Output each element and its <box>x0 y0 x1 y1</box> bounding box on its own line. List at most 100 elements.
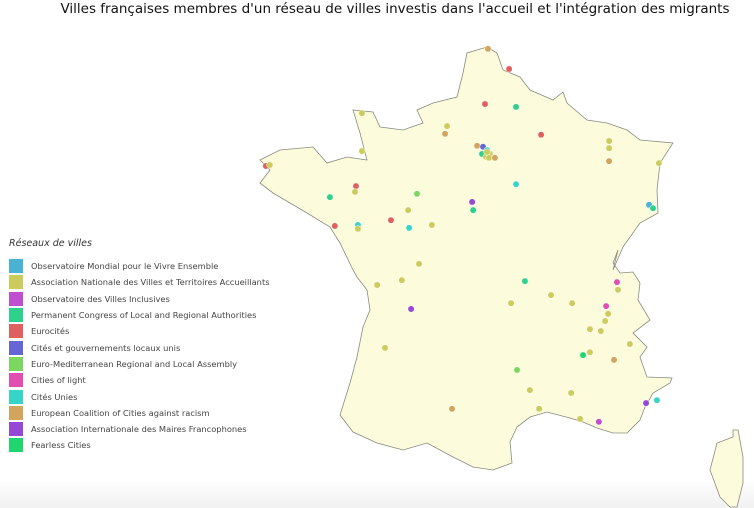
city-point[interactable] <box>604 310 612 318</box>
legend-item[interactable]: Permanent Congress of Local and Regional… <box>9 307 270 323</box>
legend-item[interactable]: Fearless Cities <box>9 437 270 453</box>
city-point[interactable] <box>398 276 406 284</box>
city-point[interactable] <box>481 100 489 108</box>
legend-label: Permanent Congress of Local and Regional… <box>31 310 257 321</box>
city-point[interactable] <box>605 144 613 152</box>
city-point[interactable] <box>331 222 339 230</box>
city-point[interactable] <box>484 45 492 53</box>
legend-item[interactable]: Association Nationale des Villes et Terr… <box>9 274 270 290</box>
legend-swatch <box>9 405 23 420</box>
legend-item[interactable]: Euro-Mediterranean Regional and Local As… <box>9 356 270 372</box>
city-point[interactable] <box>547 291 555 299</box>
city-point[interactable] <box>649 204 657 212</box>
city-point[interactable] <box>576 415 584 423</box>
city-point[interactable] <box>352 182 360 190</box>
city-point[interactable] <box>626 340 634 348</box>
city-point[interactable] <box>586 325 594 333</box>
city-point[interactable] <box>610 356 618 364</box>
legend-swatch <box>9 259 23 274</box>
bottom-fade <box>0 478 754 508</box>
city-point[interactable] <box>326 193 334 201</box>
city-point[interactable] <box>415 260 423 268</box>
city-point[interactable] <box>597 327 605 335</box>
legend-label: Euro-Mediterranean Regional and Local As… <box>31 358 238 369</box>
city-point[interactable] <box>567 389 575 397</box>
city-point[interactable] <box>505 65 513 73</box>
city-point[interactable] <box>468 198 476 206</box>
city-point[interactable] <box>512 180 520 188</box>
city-point[interactable] <box>428 221 436 229</box>
city-point[interactable] <box>443 122 451 130</box>
city-point[interactable] <box>351 188 359 196</box>
city-point[interactable] <box>653 396 661 404</box>
map-title: Villes françaises membres d'un réseau de… <box>60 1 730 17</box>
city-point[interactable] <box>605 137 613 145</box>
legend-swatch <box>9 373 23 388</box>
legend-label: Association Internationale des Maires Fr… <box>31 424 247 435</box>
legend-swatch <box>9 389 23 404</box>
city-point[interactable] <box>613 278 621 286</box>
legend-label: Eurocités <box>31 326 70 337</box>
city-point[interactable] <box>485 154 493 162</box>
legend-swatch <box>9 438 23 453</box>
city-point[interactable] <box>655 159 663 167</box>
legend-label: Observatoire des Villes Inclusives <box>31 293 170 304</box>
city-point[interactable] <box>405 224 413 232</box>
city-point[interactable] <box>358 109 366 117</box>
legend-item[interactable]: European Coalition of Cities against rac… <box>9 405 270 421</box>
legend-swatch <box>9 422 23 437</box>
city-point[interactable] <box>507 299 515 307</box>
legend-label: Cities of light <box>31 375 86 386</box>
city-point[interactable] <box>473 142 481 150</box>
legend-item[interactable]: Cités et gouvernements locaux unis <box>9 339 270 355</box>
city-points <box>262 45 663 426</box>
city-point[interactable] <box>605 157 613 165</box>
city-point[interactable] <box>373 281 381 289</box>
city-point[interactable] <box>381 344 389 352</box>
city-point[interactable] <box>266 161 274 169</box>
city-point[interactable] <box>354 225 362 233</box>
city-point[interactable] <box>513 366 521 374</box>
city-point[interactable] <box>483 148 491 156</box>
city-point[interactable] <box>407 305 415 313</box>
legend-item[interactable]: Cities of light <box>9 372 270 388</box>
city-point[interactable] <box>595 418 603 426</box>
legend-label: Cités et gouvernements locaux unis <box>31 342 181 353</box>
city-point[interactable] <box>512 103 520 111</box>
city-point[interactable] <box>579 351 587 359</box>
city-point[interactable] <box>601 317 609 325</box>
corsica <box>709 429 744 508</box>
city-point[interactable] <box>469 206 477 214</box>
legend-swatch <box>9 324 23 339</box>
city-point[interactable] <box>413 190 421 198</box>
legend-label: Cités Unies <box>31 391 78 402</box>
legend-item[interactable]: Observatoire des Villes Inclusives <box>9 291 270 307</box>
city-point[interactable] <box>441 130 449 138</box>
legend: Réseaux de villes Observatoire Mondial p… <box>9 238 270 454</box>
city-point[interactable] <box>535 405 543 413</box>
legend-label: Association Nationale des Villes et Terr… <box>31 277 270 288</box>
legend-swatch <box>9 340 23 355</box>
city-point[interactable] <box>642 399 650 407</box>
mainland-france <box>259 46 674 471</box>
legend-item[interactable]: Association Internationale des Maires Fr… <box>9 421 270 437</box>
city-point[interactable] <box>526 386 534 394</box>
city-point[interactable] <box>387 216 395 224</box>
city-point[interactable] <box>602 302 610 310</box>
city-point[interactable] <box>568 299 576 307</box>
legend-title: Réseaux de villes <box>9 238 92 249</box>
city-point[interactable] <box>537 131 545 139</box>
city-point[interactable] <box>614 286 622 294</box>
city-point[interactable] <box>586 348 594 356</box>
legend-swatch <box>9 308 23 323</box>
legend-item[interactable]: Observatoire Mondial pour le Vivre Ensem… <box>9 258 270 274</box>
city-point[interactable] <box>491 154 499 162</box>
city-point[interactable] <box>448 405 456 413</box>
city-point[interactable] <box>521 277 529 285</box>
legend-item[interactable]: Eurocités <box>9 323 270 339</box>
city-point[interactable] <box>404 206 412 214</box>
legend-label: Fearless Cities <box>31 440 91 451</box>
city-point[interactable] <box>358 147 366 155</box>
legend-item[interactable]: Cités Unies <box>9 388 270 404</box>
